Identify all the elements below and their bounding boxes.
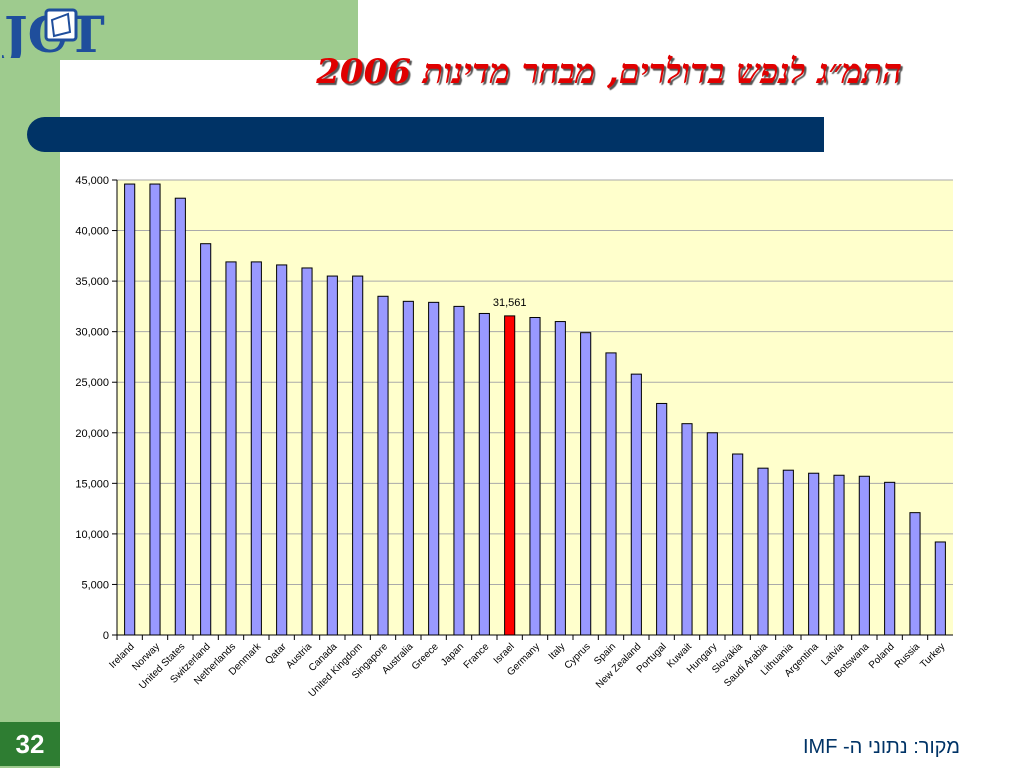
bar-new-zealand	[630, 373, 642, 636]
bar-lithuania	[782, 469, 794, 636]
title-underline-bar	[27, 117, 824, 152]
bar-russia	[909, 512, 921, 636]
y-tick-label: 40,000	[75, 226, 109, 238]
bar-france	[478, 312, 490, 636]
bar-norway	[149, 183, 161, 636]
bar-netherlands	[225, 261, 237, 636]
y-tick-label: 5,000	[81, 579, 109, 591]
x-tick-label: Poland	[867, 641, 897, 671]
bar-cyprus	[580, 332, 592, 636]
bar-germany	[529, 317, 541, 636]
x-tick-label: Greece	[410, 641, 441, 672]
bar-canada	[326, 275, 338, 636]
y-tick-label: 20,000	[75, 428, 109, 440]
source-note: מקור: נתוני ה- IMF	[803, 736, 960, 758]
y-tick-label: 15,000	[75, 478, 109, 490]
y-tick-label: 35,000	[75, 276, 109, 288]
y-tick-label: 0	[103, 630, 109, 642]
bar-slovakia	[732, 453, 744, 636]
bar-japan	[453, 305, 465, 636]
bar-switzerland	[200, 243, 212, 636]
bar-turkey	[934, 541, 946, 636]
jct-logo: JCT	[2, 5, 105, 58]
page-number: 32	[0, 722, 60, 766]
bar-italy	[554, 321, 566, 636]
bar-hungary	[706, 432, 718, 636]
y-tick-label: 25,000	[75, 377, 109, 389]
y-tick-label: 10,000	[75, 529, 109, 541]
bar-botswana	[858, 475, 870, 636]
bar-united-kingdom	[352, 275, 364, 636]
x-tick-label: Russia	[893, 641, 923, 671]
bar-spain	[605, 352, 617, 636]
bar-portugal	[656, 402, 668, 636]
bar-poland	[884, 481, 896, 636]
bar-ireland	[124, 183, 136, 636]
bar-israel	[504, 315, 516, 636]
bar-austria	[301, 267, 313, 636]
x-tick-label: France	[462, 641, 492, 671]
data-labels: 31,561	[493, 297, 527, 309]
slide-title: התמ״ג לנפש בדולרים, מבחר מדינות 2006	[316, 52, 902, 92]
y-tick-label: 30,000	[75, 327, 109, 339]
bar-saudi-arabia	[757, 467, 769, 636]
y-tick-label: 45,000	[75, 175, 109, 187]
bar-united-states	[174, 197, 186, 636]
data-label-israel: 31,561	[493, 297, 527, 309]
bar-singapore	[377, 295, 389, 636]
bar-greece	[428, 301, 440, 636]
y-axis: 0 5,000 10,000 15,000 20,000 25,000 30,000 35,0…	[75, 175, 117, 642]
bar-latvia	[833, 474, 845, 636]
x-tick-label: Turkey	[918, 641, 947, 670]
bar-australia	[402, 300, 414, 636]
bar-qatar	[276, 264, 288, 636]
x-tick-label: Cyprus	[563, 641, 593, 671]
bar-denmark	[250, 261, 262, 636]
bar-argentina	[808, 472, 820, 636]
x-tick-label: Italy	[547, 641, 568, 662]
bar-kuwait	[681, 423, 693, 636]
